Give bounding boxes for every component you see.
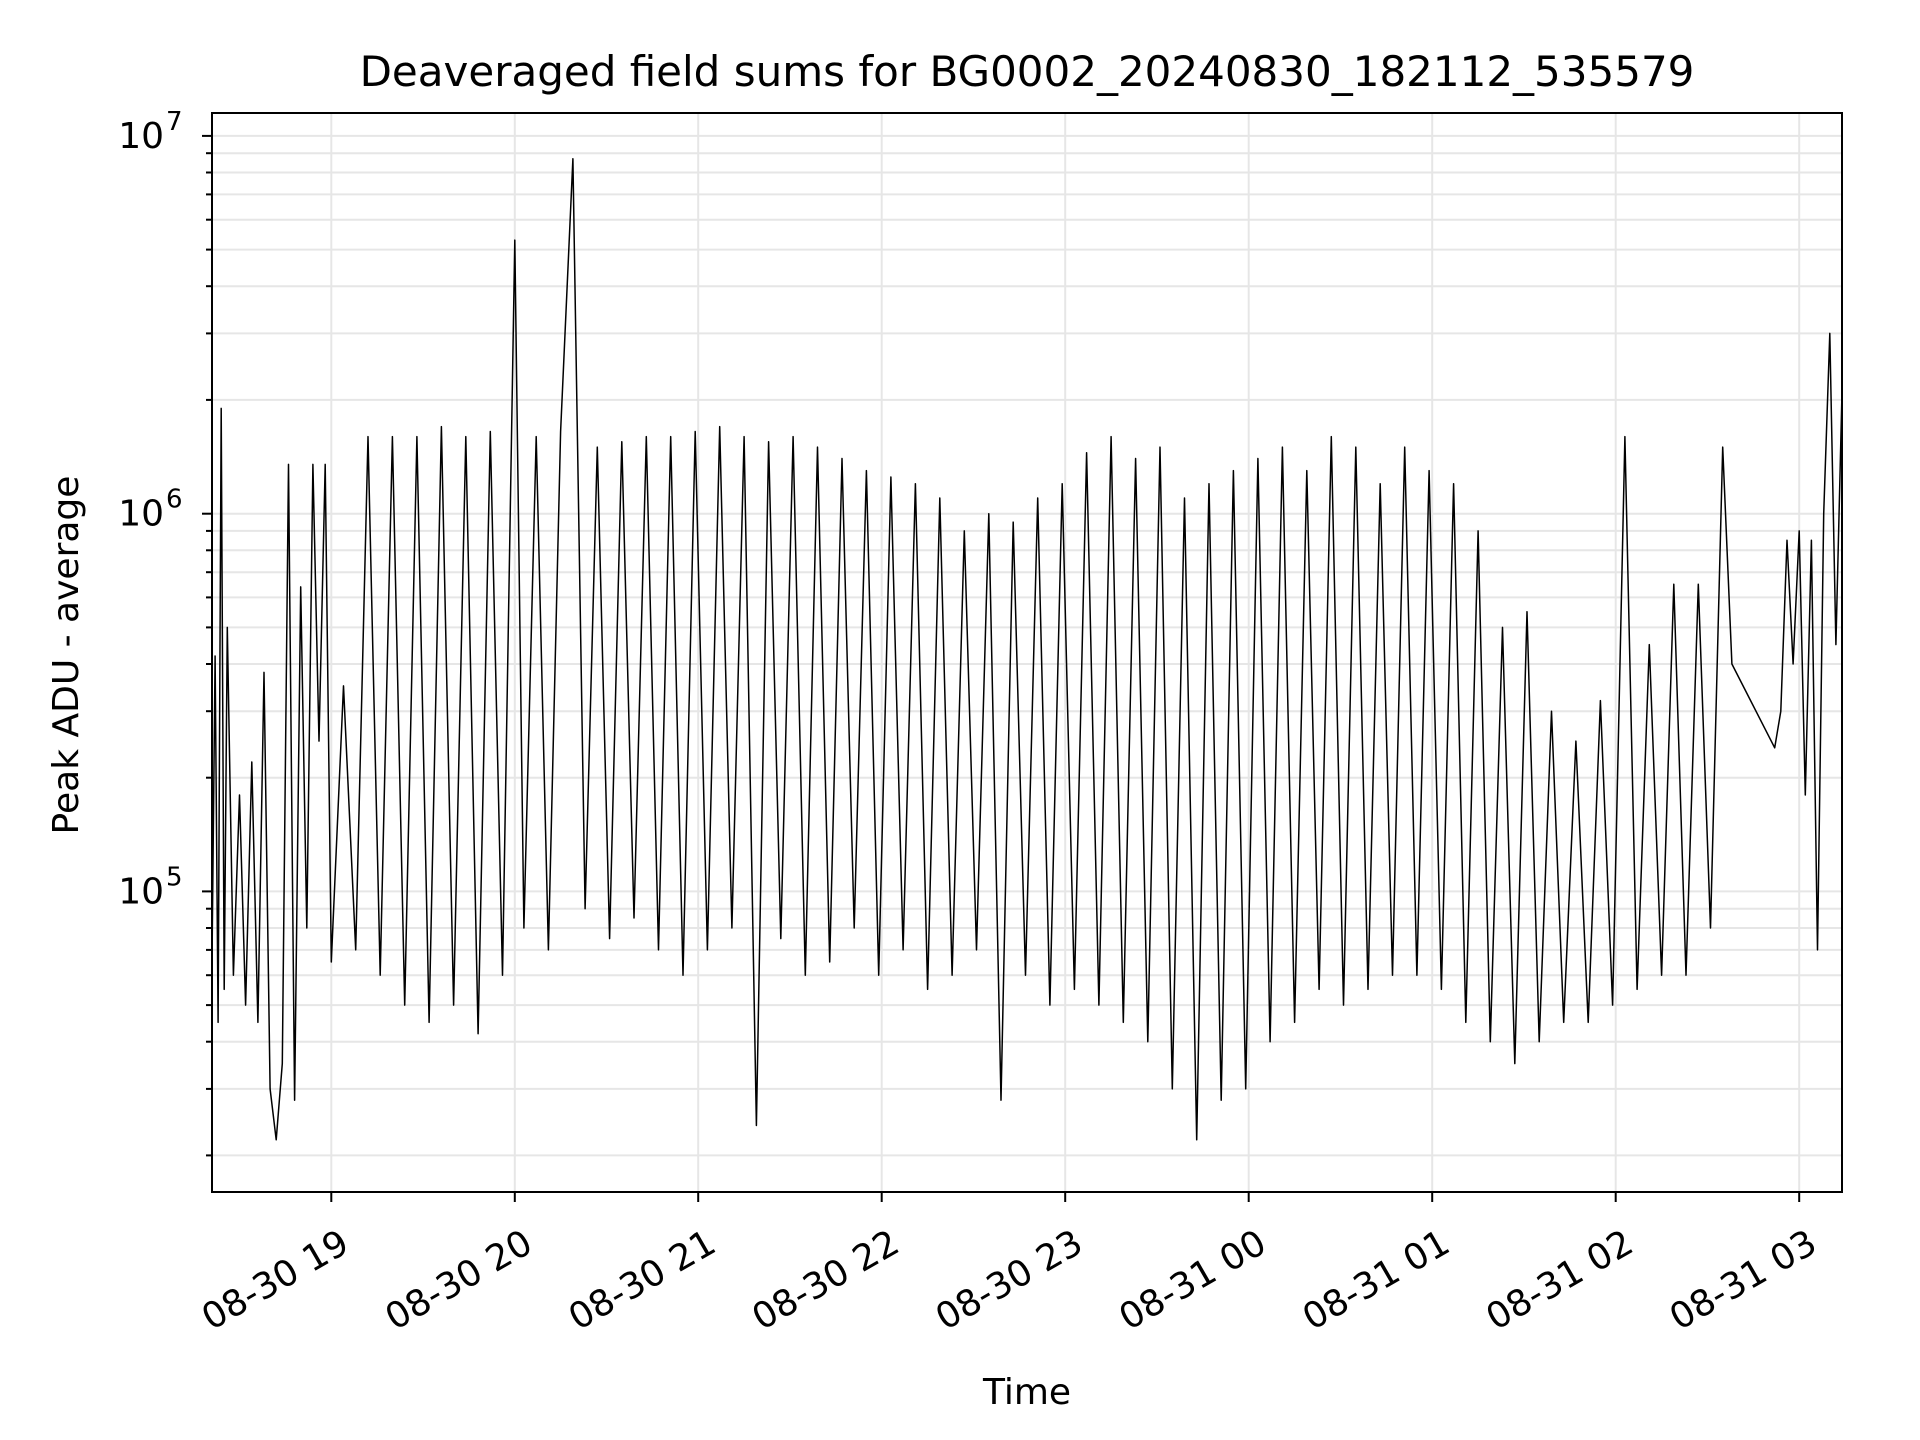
- y-tick-exponent: 7: [166, 107, 183, 137]
- grid-lines: [212, 113, 1842, 1192]
- plot-frame: [211, 112, 1843, 1193]
- y-tick-exponent: 5: [166, 862, 183, 892]
- y-tick-exponent: 6: [166, 485, 183, 515]
- y-tick-label: 10: [118, 871, 164, 912]
- y-tick-base: 10: [118, 871, 164, 912]
- data-layer: [211, 158, 1843, 1141]
- chart-title: Deaveraged field sums for BG0002_2024083…: [360, 47, 1695, 96]
- y-tick-label: 10: [118, 116, 164, 157]
- series-line: [211, 158, 1843, 1141]
- y-tick-base: 10: [118, 494, 164, 535]
- y-tick-base: 10: [118, 116, 164, 157]
- x-axis-label: Time: [982, 1372, 1071, 1413]
- y-tick-label: 10: [118, 494, 164, 535]
- y-axis-label: Peak ADU - average: [46, 476, 87, 835]
